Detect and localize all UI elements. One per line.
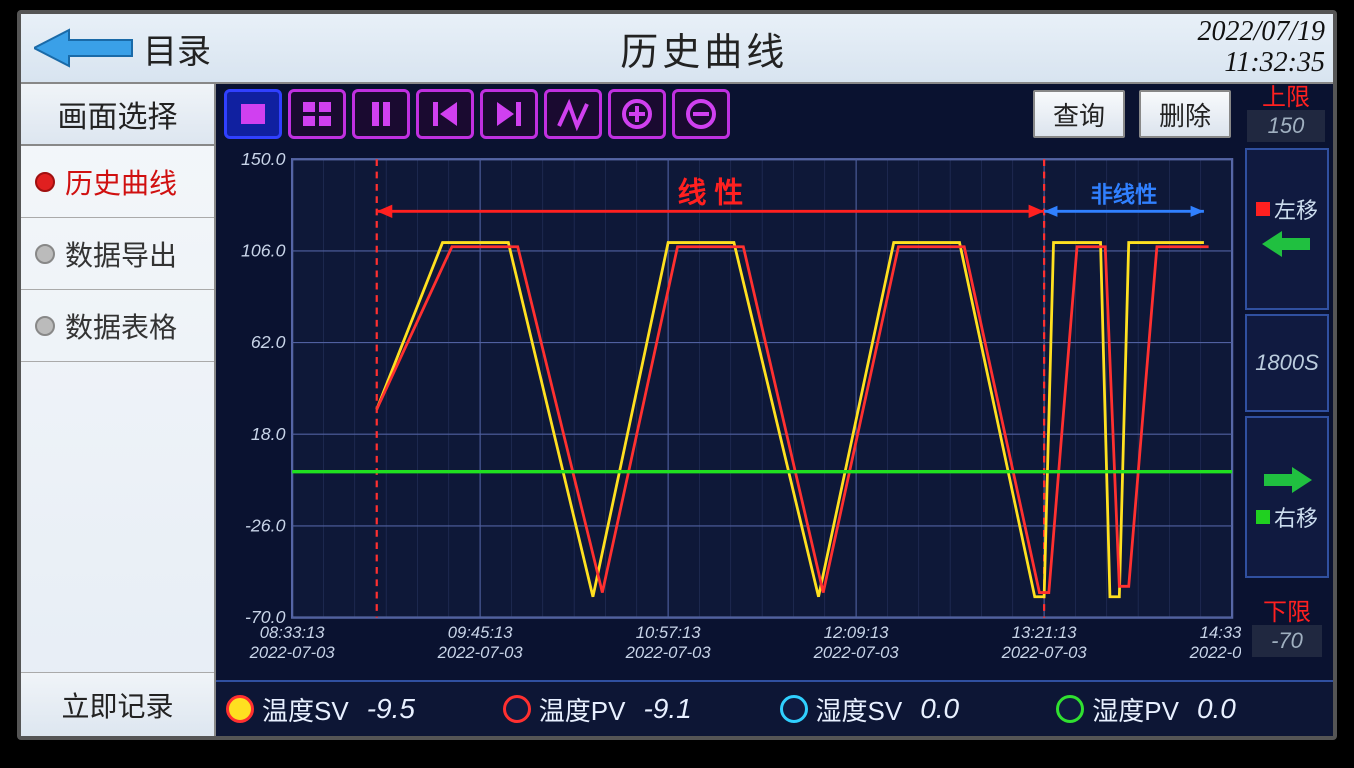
radio-dot-icon (35, 172, 55, 192)
shift-left-label: 左移 (1274, 193, 1318, 225)
square-icon (235, 96, 271, 132)
toolbar-next-button[interactable] (480, 89, 538, 139)
toolbar-pause-button[interactable] (352, 89, 410, 139)
svg-text:2022-07-03: 2022-07-03 (1189, 643, 1241, 662)
legend-name: 湿度SV (816, 691, 903, 728)
toolbar-cursor-button[interactable] (544, 89, 602, 139)
legend-value: -9.5 (367, 693, 447, 725)
grid-icon (299, 96, 335, 132)
svg-text:62.0: 62.0 (251, 332, 286, 352)
header: 目录 历史曲线 2022/07/19 11:32:35 (21, 14, 1333, 84)
shift-left-button[interactable]: 左移 (1245, 148, 1329, 310)
right-panel: 左移 1800S (1241, 144, 1333, 680)
svg-text:12:09:13: 12:09:13 (824, 623, 889, 642)
legend-name: 湿度PV (1092, 691, 1179, 728)
skip-prev-icon (427, 96, 463, 132)
legend-value: 0.0 (1197, 693, 1277, 725)
back-arrow-icon (34, 27, 134, 69)
toolbar-view-single-button[interactable] (224, 89, 282, 139)
legend-item-1: 温度PV -9.1 (503, 691, 770, 728)
page-title: 历史曲线 (211, 21, 1197, 76)
sidebar-item-label: 历史曲线 (65, 162, 177, 202)
legend-name: 温度PV (539, 691, 626, 728)
toolbar-prev-button[interactable] (416, 89, 474, 139)
toolbar-zoom-out-button[interactable] (672, 89, 730, 139)
time-text: 11:32:35 (1197, 48, 1325, 79)
lower-limit: 下限 -70 (1245, 582, 1329, 677)
skip-next-icon (491, 96, 527, 132)
toolbar-view-quad-button[interactable] (288, 89, 346, 139)
upper-limit-label: 上限 (1247, 86, 1325, 110)
green-marker-icon (1256, 510, 1270, 524)
menu-label: 目录 (143, 24, 211, 73)
svg-text:2022-07-03: 2022-07-03 (625, 643, 712, 662)
main-area: 查询 删除 上限 150 -70.0-26.018.062.0106.0150.… (216, 84, 1333, 736)
svg-text:2022-07-03: 2022-07-03 (249, 643, 336, 662)
sidebar-item-label: 数据导出 (65, 234, 177, 274)
svg-text:08:33:13: 08:33:13 (260, 623, 325, 642)
datetime: 2022/07/19 11:32:35 (1197, 17, 1325, 79)
shift-right-label: 右移 (1274, 501, 1318, 533)
svg-text:09:45:13: 09:45:13 (448, 623, 513, 642)
radio-dot-icon (35, 316, 55, 336)
legend-marker-icon (226, 695, 254, 723)
shift-right-button[interactable]: 右移 (1245, 416, 1329, 578)
svg-text:线 性: 线 性 (678, 176, 744, 209)
toolbar: 查询 删除 上限 150 (216, 84, 1333, 144)
plus-circle-icon (619, 96, 655, 132)
svg-text:106.0: 106.0 (241, 240, 285, 260)
arrow-left-icon (1262, 225, 1312, 265)
svg-text:18.0: 18.0 (251, 424, 286, 444)
minus-circle-icon (683, 96, 719, 132)
lower-limit-label: 下限 (1263, 601, 1311, 625)
red-marker-icon (1256, 202, 1270, 216)
radio-dot-icon (35, 244, 55, 264)
svg-text:非线性: 非线性 (1091, 181, 1158, 207)
timespan-box[interactable]: 1800S (1245, 314, 1329, 413)
svg-text:13:21:13: 13:21:13 (1012, 623, 1077, 642)
triangle-wave-icon (555, 96, 591, 132)
svg-text:150.0: 150.0 (241, 149, 285, 169)
svg-text:2022-07-03: 2022-07-03 (1001, 643, 1088, 662)
legend-value: 0.0 (920, 693, 1000, 725)
svg-text:10:57:13: 10:57:13 (636, 623, 701, 642)
sidebar-head: 画面选择 (21, 84, 214, 146)
arrow-right-icon (1262, 461, 1312, 501)
pause-icon (363, 96, 399, 132)
svg-text:2022-07-03: 2022-07-03 (437, 643, 524, 662)
legend-marker-icon (1056, 695, 1084, 723)
legend-value: -9.1 (643, 693, 723, 725)
chart: -70.0-26.018.062.0106.0150.008:33:132022… (220, 148, 1241, 676)
lower-limit-value[interactable]: -70 (1252, 625, 1322, 657)
upper-limit-value[interactable]: 150 (1247, 110, 1325, 142)
toolbar-zoom-in-button[interactable] (608, 89, 666, 139)
legend-item-0: 温度SV -9.5 (226, 691, 493, 728)
legend-bar: 温度SV -9.5 温度PV -9.1 湿度SV 0.0 湿度PV 0.0 (216, 680, 1333, 736)
query-button[interactable]: 查询 (1033, 90, 1125, 138)
record-now-button[interactable]: 立即记录 (21, 672, 214, 736)
legend-marker-icon (780, 695, 808, 723)
date-text: 2022/07/19 (1197, 17, 1325, 48)
legend-item-2: 湿度SV 0.0 (780, 691, 1047, 728)
sidebar-item-label: 数据表格 (65, 306, 177, 346)
legend-item-3: 湿度PV 0.0 (1056, 691, 1323, 728)
svg-text:14:33:13: 14:33:13 (1200, 623, 1241, 642)
svg-text:-26.0: -26.0 (245, 515, 286, 535)
back-arrow-button[interactable] (29, 21, 139, 75)
delete-button[interactable]: 删除 (1139, 90, 1231, 138)
legend-marker-icon (503, 695, 531, 723)
svg-text:2022-07-03: 2022-07-03 (813, 643, 900, 662)
sidebar: 画面选择 历史曲线数据导出数据表格 立即记录 (21, 84, 216, 736)
sidebar-item-1[interactable]: 数据导出 (21, 218, 214, 290)
upper-limit: 上限 150 (1247, 86, 1325, 142)
sidebar-item-2[interactable]: 数据表格 (21, 290, 214, 362)
legend-name: 温度SV (262, 691, 349, 728)
timespan-value: 1800S (1255, 350, 1319, 376)
sidebar-item-0[interactable]: 历史曲线 (21, 146, 214, 218)
